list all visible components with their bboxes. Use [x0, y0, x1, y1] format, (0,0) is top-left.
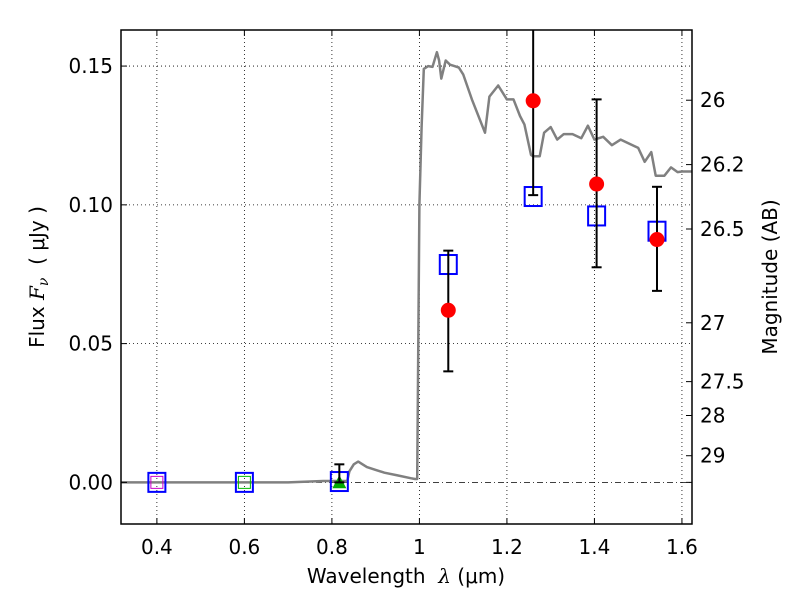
- axis-ticks: 0.4 0.6 0.8 1 1.2 1.4 1.6 0.00 0.05 0.10 0.15 26 26.…: [68, 30, 745, 559]
- y-tick-label: 0.15: [68, 54, 113, 78]
- x-tick-label: 1.2: [491, 535, 523, 559]
- y2-tick-label: 27: [700, 311, 725, 335]
- observed-flux-point: [440, 302, 456, 318]
- y-tick-label: 0.10: [68, 193, 113, 217]
- y-axis-label: Flux Fν ( μJy ): [25, 206, 52, 348]
- model-square-marker: [234, 471, 254, 493]
- y2-tick-label: 26.2: [700, 153, 745, 177]
- y2-tick-label: 29: [700, 444, 725, 468]
- observed-flux-point: [649, 232, 665, 248]
- y2-tick-label: 26: [700, 88, 725, 112]
- x-tick-label: 0.6: [228, 535, 260, 559]
- x-tick-label: 0.4: [141, 535, 173, 559]
- x-axis-label-suffix: (μm): [451, 564, 505, 588]
- y-axis-label-prefix: Flux: [25, 300, 49, 348]
- y-axis-label-suffix: ( μJy ): [25, 206, 49, 278]
- y-tick-label: 0.00: [68, 470, 113, 494]
- x-axis-label: Wavelength λ (μm): [307, 564, 505, 588]
- y-tick-label: 0.05: [68, 332, 113, 356]
- y-axis-label-nu: ν: [36, 277, 52, 286]
- model-square-marker: [147, 471, 167, 493]
- x-tick-label: 1.6: [666, 535, 698, 559]
- observed-flux-point: [589, 176, 605, 192]
- x-tick-label: 1: [413, 535, 426, 559]
- x-axis-label-prefix: Wavelength: [307, 564, 438, 588]
- plot-area: [121, 30, 692, 493]
- axes-frame: [120, 29, 693, 525]
- inner-square-marker: [150, 475, 164, 489]
- x-tick-label: 1.4: [579, 535, 611, 559]
- x-tick-label: 0.8: [316, 535, 348, 559]
- y2-axis-label: Magnitude (AB): [758, 199, 782, 354]
- observed-flux-point: [525, 93, 541, 109]
- y2-tick-label: 26.5: [700, 217, 745, 241]
- inner-square-marker: [237, 475, 251, 489]
- y2-tick-label: 27.5: [700, 370, 745, 394]
- spectrum-line: [121, 50, 692, 484]
- y2-tick-label: 28: [700, 403, 725, 427]
- x-axis-label-lambda: λ: [437, 564, 451, 588]
- y-axis-label-F: F: [25, 285, 49, 301]
